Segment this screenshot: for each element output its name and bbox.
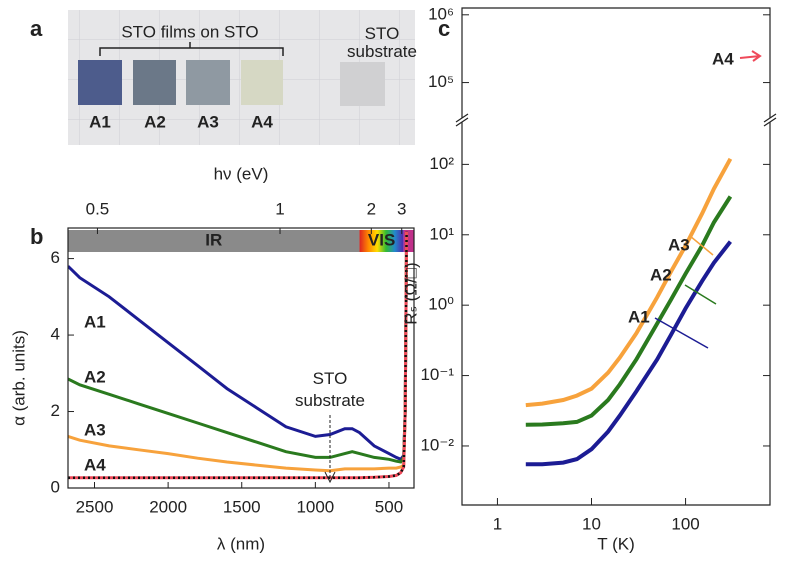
y-axis-label: Rₛ (Ω/□) [401,262,420,324]
series-line [68,231,409,480]
sample-a1 [78,60,122,105]
y-tick-label: 10⁰ [428,295,454,314]
vis-band [359,230,404,252]
y-tick-label: 10¹ [429,224,454,243]
x2-tick-label: 3 [397,199,406,218]
ir-band [68,230,360,252]
x-axis-label: T (K) [597,534,634,553]
band-label: VIS [368,230,395,249]
plot-frame [67,227,415,489]
x-tick-label: 100 [671,514,699,533]
panel-letter: c [438,16,450,41]
y-tick-label: 10² [429,154,454,173]
y-axis-label: α (arb. units) [9,330,28,426]
y-tick-label: 6 [51,248,60,267]
x-tick-label: 1000 [296,497,334,516]
series-label: A1 [628,307,650,326]
y-tick-label: 10⁻² [420,435,454,454]
series-line [525,195,733,427]
annotation: STO substrate [295,369,365,410]
sample-a2 [133,60,176,105]
sample-a4 [241,60,283,105]
axis-break [455,113,469,127]
annotation: A4 [712,49,734,68]
sample-label: A2 [144,112,166,131]
y-tick-label: 0 [51,477,60,496]
photo-panel: a STO films on STO STO substrate [30,10,417,145]
sample-a3 [186,60,230,105]
leader-line [654,317,709,349]
panel-letter: a [30,16,43,41]
y-tick-label: 10⁶ [428,4,454,23]
y-tick-label: 2 [51,401,60,420]
y-tick-label: 10⁵ [428,72,454,91]
x2-tick-label: 0.5 [86,199,110,218]
x-tick-label: 1 [493,514,502,533]
band-label: IR [205,230,222,249]
series-label: A3 [84,420,106,439]
x2-tick-label: 2 [367,199,376,218]
group-label: STO films on STO [121,22,258,41]
plot-lines [68,231,409,480]
sample-label: A3 [197,112,219,131]
sample-label: A4 [251,112,273,131]
x2-axis-label: hν (eV) [214,164,269,183]
plot-frame [461,7,771,506]
x-tick-label: 2000 [149,497,187,516]
uv-band [403,230,414,252]
sample-label: A1 [89,112,111,131]
series-line [68,231,409,464]
axis-break [763,113,777,127]
series-label: A2 [650,265,672,284]
series-line [525,157,733,408]
substrate-label: STO substrate [347,24,417,61]
x-tick-label: 2500 [76,497,114,516]
series-label: A1 [84,312,106,331]
sample-substrate [340,62,385,106]
series-label: A4 [84,455,106,474]
series-line [68,231,409,462]
series-line [68,231,408,479]
x2-tick-label: 1 [275,199,284,218]
annotation-arrow [739,50,762,62]
y-tick-label: 4 [51,325,60,344]
series-label: A2 [84,367,106,386]
leader-line [689,235,714,256]
brace [99,42,284,56]
y-tick-label: 10⁻¹ [420,365,454,384]
arrow-head [324,471,336,484]
panel-letter: b [30,224,43,249]
x-axis-label: λ (nm) [217,534,265,553]
series-label: A3 [668,235,690,254]
leader-line [684,284,717,305]
x-tick-label: 1500 [223,497,261,516]
x-tick-label: 10 [582,514,601,533]
x-tick-label: 500 [375,497,403,516]
series-line [525,240,732,467]
